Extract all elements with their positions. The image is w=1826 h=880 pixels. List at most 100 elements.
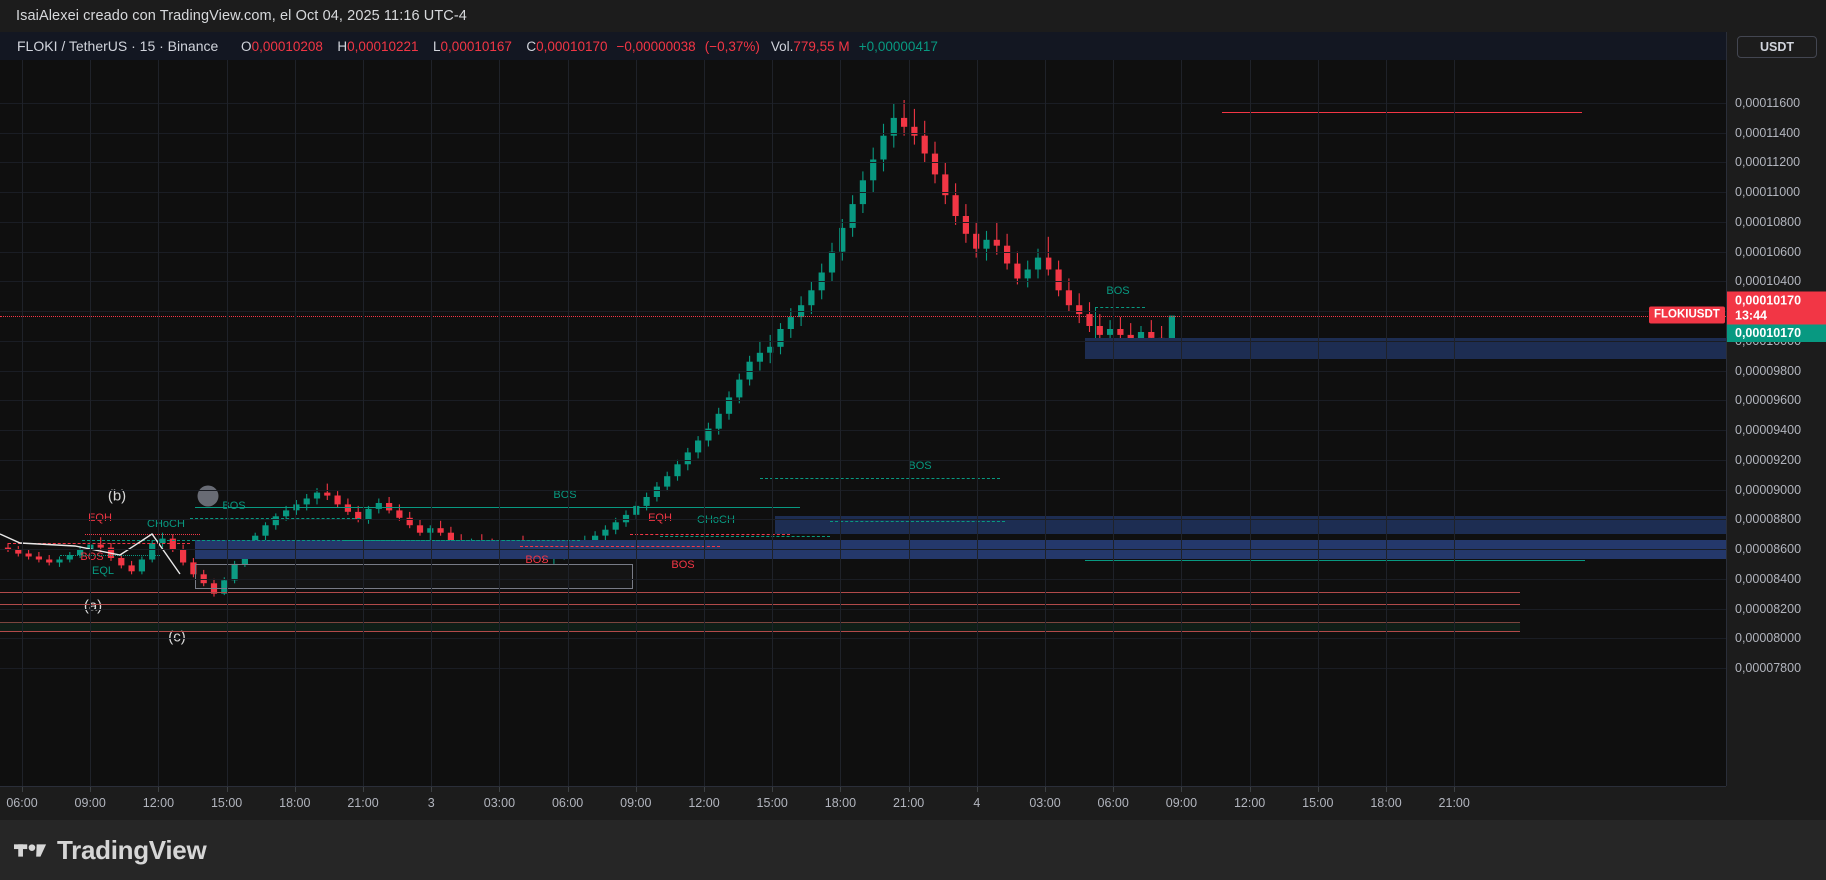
horizontal-gridline (0, 192, 1726, 194)
vertical-gridline (1249, 60, 1251, 786)
price-tick: 0,00011600 (1735, 96, 1801, 110)
time-tick-mark (1249, 787, 1251, 792)
vertical-gridline (840, 60, 842, 786)
change-absolute: −0,00000038 (616, 39, 696, 54)
fib-level-line (0, 592, 1520, 594)
price-tick: 0,00011200 (1735, 155, 1801, 170)
fib-zone-fill (0, 621, 1520, 631)
time-tick: 12:00 (142, 796, 175, 810)
vertical-gridline (499, 60, 501, 786)
vertical-gridline (1386, 60, 1387, 786)
weak-high-line (1222, 111, 1582, 113)
time-tick: 09:00 (1165, 796, 1198, 810)
low-value: 0,00010167 (440, 39, 512, 54)
vertical-gridline (908, 60, 910, 786)
horizontal-gridline (0, 370, 1726, 372)
low-key: L (433, 39, 441, 54)
change-percent: (−0,37%) (704, 39, 760, 54)
close-price-badge[interactable]: 0,00010170 (1727, 323, 1826, 342)
time-tick: 09:00 (620, 796, 652, 810)
chart-legend: FLOKI / TetherUS · 15 · Binance O0,00010… (0, 32, 1826, 60)
fib-level-line (0, 604, 1520, 606)
ohlc-values: O0,00010208 H0,00010221 L0,00010167 C0,0… (230, 39, 607, 54)
time-axis[interactable]: 06:00 09:00 12:00 15:00 18:00 21:00 3 03:00 06:0… (0, 786, 1726, 820)
horizontal-gridline (0, 430, 1726, 432)
time-tick: 21:00 (347, 796, 379, 810)
attribution-text: IsaiAlexei creado con TradingView.com, e… (16, 8, 467, 24)
structure-line (1095, 306, 1145, 308)
wave-label-c: (c) (168, 628, 186, 646)
horizontal-gridline (0, 400, 1726, 402)
time-tick: 15:00 (210, 796, 243, 810)
time-tick-mark (158, 787, 160, 792)
time-tick-mark (22, 787, 23, 792)
volume-change: +0,00000417 (858, 39, 938, 54)
price-tick: 0,00008600 (1735, 542, 1802, 557)
horizontal-gridline (0, 668, 1726, 669)
structure-label-eqh: EQH (88, 512, 112, 525)
vertical-gridline (158, 60, 160, 786)
price-tick: 0,00010400 (1735, 274, 1802, 289)
chart-point-marker[interactable] (197, 485, 219, 507)
last-price-badge[interactable]: 0,00010170 13:44 (1727, 291, 1826, 325)
horizontal-gridline (0, 578, 1726, 580)
time-tick-mark (499, 787, 501, 792)
fib-level-line (0, 630, 1520, 632)
vertical-gridline (976, 60, 978, 786)
time-tick-mark (1181, 787, 1183, 792)
price-tick: 0,00008800 (1735, 512, 1802, 527)
time-tick: 06:00 (6, 796, 38, 810)
tradingview-wordmark: TradingView (57, 834, 207, 865)
high-value: 0,00010221 (347, 39, 419, 54)
close-value: 0,00010170 (536, 39, 608, 54)
currency-badge[interactable]: USDT (1737, 36, 1817, 58)
time-tick: 21:00 (1438, 796, 1470, 810)
time-tick-mark (431, 787, 433, 792)
time-tick: 4 (973, 796, 981, 810)
horizontal-gridline (0, 281, 1726, 283)
elliott-wave-zigzag (0, 533, 181, 575)
symbol-title[interactable]: FLOKI / TetherUS · 15 · Binance (17, 38, 219, 54)
structure-line (190, 517, 360, 519)
time-tick-mark (226, 787, 228, 792)
price-tick: 0,00008200 (1735, 601, 1802, 616)
time-tick-mark (1113, 787, 1115, 792)
vertical-gridline (772, 60, 774, 786)
order-block-rectangle[interactable] (195, 563, 633, 590)
volume-value: 779,55 M (793, 39, 850, 54)
vertical-gridline (431, 60, 433, 786)
time-tick-mark (363, 787, 364, 792)
horizontal-gridline (0, 608, 1726, 610)
price-axis[interactable]: USDT 0,00011600 0,00011400 0,00011200 0,000… (1649, 32, 1826, 786)
vertical-gridline (90, 60, 92, 786)
close-key: C (526, 39, 537, 54)
time-tick: 06:00 (551, 796, 584, 810)
time-tick-mark (635, 787, 637, 792)
horizontal-gridline (0, 311, 1726, 313)
open-value: 0,00010208 (251, 39, 323, 54)
structure-line (8, 543, 190, 545)
horizontal-gridline (0, 638, 1726, 640)
structure-line (195, 507, 800, 509)
symbol-price-tag: FLOKIUSDT (1649, 306, 1725, 324)
vertical-gridline (226, 60, 228, 786)
vertical-gridline (294, 60, 296, 786)
attribution-bar: IsaiAlexei creado con TradingView.com, e… (0, 0, 1826, 32)
price-tick: 0,00009200 (1735, 452, 1802, 467)
volume-key: Vol. (770, 39, 794, 54)
horizontal-gridline (0, 549, 1726, 551)
high-key: H (337, 39, 348, 54)
time-tick-mark (908, 787, 910, 792)
tradingview-logo[interactable]: TradingView (14, 834, 207, 866)
horizontal-gridline (0, 103, 1726, 104)
time-tick: 15:00 (756, 796, 788, 810)
structure-line (630, 534, 790, 536)
horizontal-gridline (0, 132, 1726, 134)
price-tick: 0,00008000 (1735, 631, 1802, 646)
time-tick: 03:00 (483, 796, 516, 810)
time-tick-mark (90, 787, 92, 792)
structure-label-bos: BOS (525, 554, 549, 567)
structure-line (82, 540, 545, 542)
chart-plot-area[interactable]: BOS CHoCH EQH EQL BOS BOS EQH CHoCH BOS BOS BOS BOS… (0, 60, 1726, 786)
